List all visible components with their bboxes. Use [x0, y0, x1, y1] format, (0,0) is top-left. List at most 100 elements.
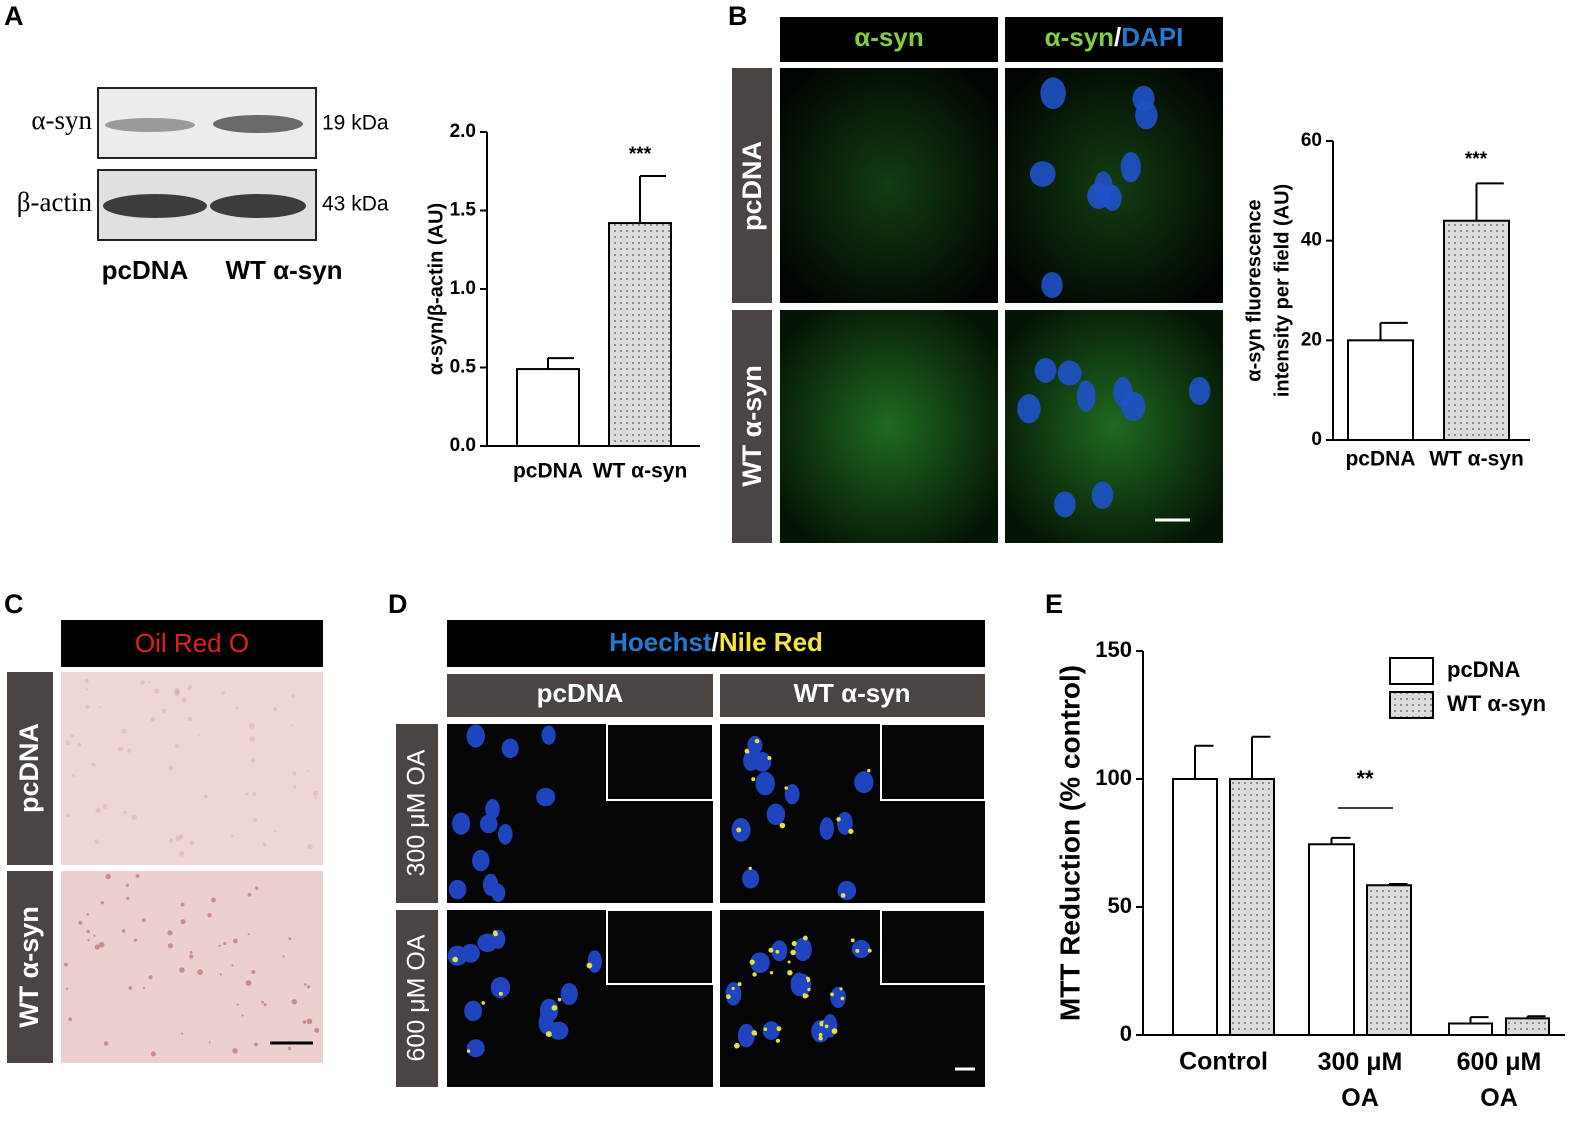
row-bar: [732, 68, 772, 303]
bar: [1172, 778, 1218, 1036]
row-label: WT α-syn: [737, 365, 767, 487]
droplet: [291, 694, 295, 698]
nucleus: [1091, 481, 1114, 509]
significance: ***: [629, 144, 652, 165]
bar: [1366, 884, 1412, 1036]
lipid: [726, 994, 731, 1000]
significance: **: [1356, 766, 1374, 791]
lipid: [737, 982, 742, 987]
inset: [606, 909, 714, 985]
lipid: [748, 866, 752, 870]
droplet: [189, 840, 195, 846]
droplet: [179, 967, 185, 973]
droplet: [178, 834, 184, 839]
micrograph: [61, 871, 323, 1063]
droplet: [241, 1014, 244, 1017]
nucleus: [1120, 152, 1141, 183]
legend-label: WT α-syn: [1447, 691, 1546, 716]
header-bar: [780, 17, 998, 62]
column-label: α-syn: [854, 22, 923, 52]
blot-band: [213, 115, 303, 133]
nucleus: [851, 939, 871, 959]
droplet: [232, 938, 238, 944]
panel-label: C: [4, 589, 24, 619]
droplet: [303, 983, 307, 986]
blot-band: [210, 194, 306, 218]
lipid: [768, 947, 774, 953]
droplet: [150, 716, 156, 722]
bar: [1308, 843, 1355, 1037]
nucleus: [750, 952, 770, 974]
y-tick-label: 0.0: [450, 435, 476, 456]
bar: [1443, 219, 1510, 441]
y-tick-label: 40: [1301, 230, 1322, 251]
row-label: pcDNA: [14, 723, 44, 813]
micrograph: [1005, 310, 1223, 543]
droplet: [247, 933, 250, 936]
droplet: [251, 969, 256, 975]
droplet: [133, 938, 138, 942]
droplet: [135, 874, 140, 878]
droplet: [150, 1051, 157, 1057]
nucleus: [819, 817, 834, 840]
droplet: [230, 834, 234, 838]
droplet: [187, 716, 193, 722]
row-label: 300 μM OA: [403, 749, 431, 876]
droplet: [263, 1003, 267, 1007]
lipid: [775, 949, 780, 954]
nucleus: [485, 798, 500, 820]
lipid: [867, 768, 871, 773]
droplet: [221, 690, 226, 695]
label-part: α-syn: [1045, 22, 1114, 52]
nucleus: [742, 868, 760, 889]
bar: [1347, 339, 1414, 442]
droplet: [70, 734, 74, 738]
row-bar: [396, 724, 438, 903]
blot-band: [103, 194, 207, 218]
droplet: [245, 980, 252, 986]
droplet: [131, 814, 137, 821]
lipid: [767, 755, 772, 761]
droplet: [105, 873, 111, 880]
lipid: [754, 738, 760, 744]
bar: [1229, 778, 1275, 1036]
column-bar: [720, 674, 985, 717]
label-line: 600 μM: [1457, 1048, 1542, 1076]
droplet: [125, 883, 130, 887]
nucleus: [548, 1021, 569, 1040]
y-axis-label: α-syn/β-actin (AU): [425, 203, 447, 375]
droplet: [84, 678, 89, 683]
droplet: [274, 830, 277, 833]
droplet: [148, 680, 151, 684]
label-part: /: [712, 627, 719, 657]
nucleus: [447, 945, 468, 966]
bar: [516, 368, 580, 448]
blot-band: [105, 118, 195, 132]
droplet: [189, 950, 193, 954]
y-axis-label: MTT Reduction (% control): [1054, 665, 1085, 1021]
droplet: [168, 838, 174, 843]
nucleus: [466, 724, 485, 748]
lipid: [736, 827, 742, 833]
droplet: [187, 687, 191, 691]
lipid: [830, 992, 834, 997]
panel-label: A: [4, 1, 24, 31]
droplet: [189, 954, 194, 959]
droplet: [282, 955, 285, 958]
droplet: [167, 943, 173, 949]
lipid: [818, 1036, 823, 1041]
droplet: [306, 1018, 313, 1025]
droplet: [65, 987, 69, 990]
droplet: [252, 792, 257, 797]
row-bar: [7, 871, 53, 1063]
nucleus: [472, 849, 490, 872]
droplet: [78, 920, 83, 925]
lipid: [498, 991, 503, 996]
nucleus: [790, 972, 808, 997]
y-tick-label: 150: [1095, 637, 1132, 662]
lipid: [466, 1049, 471, 1053]
inset: [880, 723, 986, 801]
row-bar: [396, 910, 438, 1087]
nucleus: [536, 787, 556, 807]
column-label: Oil Red O: [135, 628, 249, 658]
